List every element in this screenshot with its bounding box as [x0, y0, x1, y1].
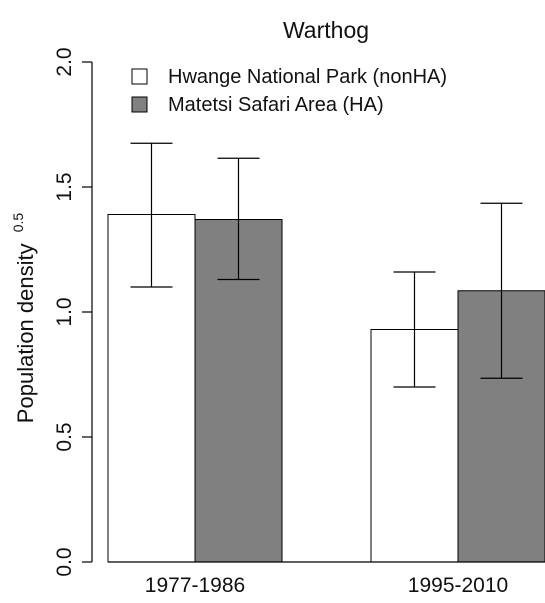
y-axis-label: Population density 0.5: [10, 213, 38, 424]
x-tick-label-2: 1995-2010: [408, 574, 508, 597]
y-tick-label-4: 2.0: [53, 47, 76, 76]
y-axis-label-superscript: 0.5: [10, 213, 26, 233]
bars: [107, 214, 545, 563]
x-tick-label-1: 1977-1986: [145, 574, 245, 597]
legend-label-2: Matetsi Safari Area (HA): [168, 94, 384, 116]
legend-swatch-2: [131, 96, 148, 113]
y-tick-label-3: 1.5: [53, 172, 76, 201]
y-tick-label-0: 0.0: [53, 547, 76, 576]
legend-swatch-1: [131, 68, 148, 85]
legend: Hwange National Park (nonHA) Matetsi Safa…: [131, 66, 447, 116]
y-tick-label-1: 0.5: [53, 422, 76, 451]
y-axis-label-text: Population density: [13, 243, 38, 423]
y-tick-label-2: 1.0: [53, 297, 76, 326]
error-bars: [130, 142, 523, 388]
y-axis: 0.0 0.5 1.0 1.5 2.0: [53, 47, 93, 577]
x-axis: 1977-1986 1995-2010: [145, 574, 508, 597]
chart-title: Warthog: [283, 17, 369, 43]
svg-text:Population density 0.5: Population density 0.5: [10, 213, 38, 424]
legend-label-1: Hwange National Park (nonHA): [168, 66, 447, 88]
